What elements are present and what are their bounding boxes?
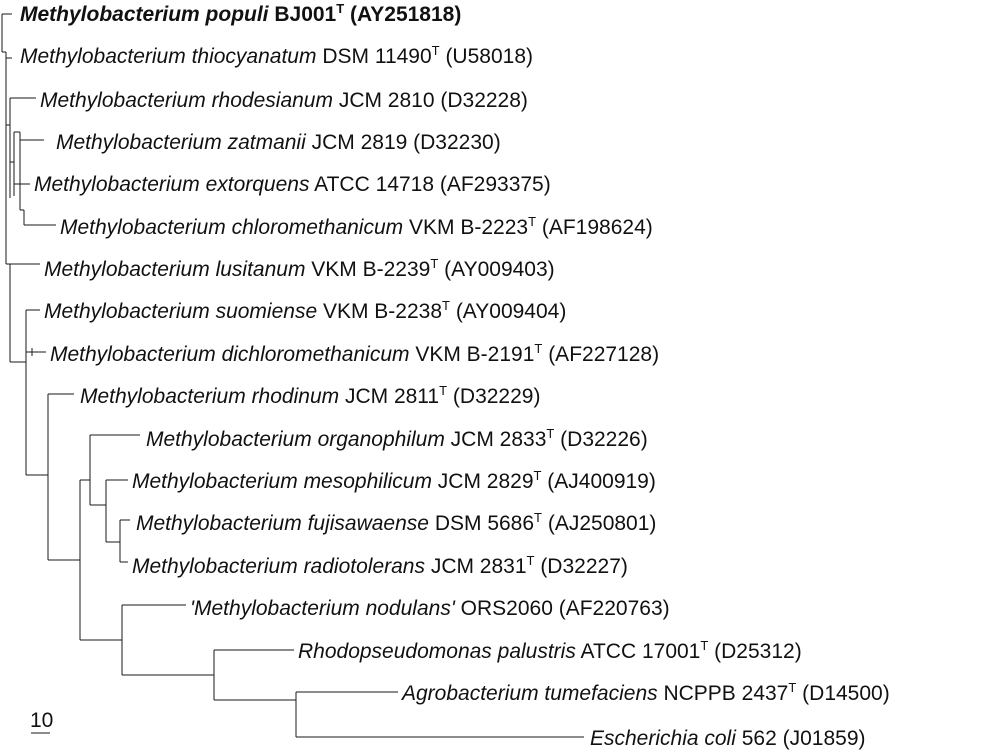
- taxon-label-m-rhodinum: Methylobacterium rhodinum JCM 2811T (D32…: [80, 383, 540, 408]
- taxon-label-m-extorquens: Methylobacterium extorquens ATCC 14718 (…: [34, 173, 551, 196]
- taxon-label-m-fujisawaense: Methylobacterium fujisawaense DSM 5686T …: [136, 510, 656, 535]
- taxon-label-m-zatmanii: Methylobacterium zatmanii JCM 2819 (D322…: [56, 131, 501, 154]
- taxon-label-m-lusitanum: Methylobacterium lusitanum VKM B-2239T (…: [44, 256, 555, 281]
- taxon-label-m-suomiense: Methylobacterium suomiense VKM B-2238T (…: [44, 298, 566, 323]
- taxon-label-m-mesophilicum: Methylobacterium mesophilicum JCM 2829T …: [132, 468, 656, 493]
- taxon-label-a-tumefaciens: Agrobacterium tumefaciens NCPPB 2437T (D…: [400, 680, 890, 705]
- taxon-label-m-chloromethanicum: Methylobacterium chloromethanicum VKM B-…: [60, 214, 653, 239]
- taxon-labels: Methylobacterium populi BJ001T (AY251818…: [20, 1, 890, 750]
- taxon-label-m-radiotolerans: Methylobacterium radiotolerans JCM 2831T…: [132, 553, 628, 578]
- taxon-label-m-rhodesianum: Methylobacterium rhodesianum JCM 2810 (D…: [40, 89, 528, 112]
- taxon-label-m-dichloromethanicum: Methylobacterium dichloromethanicum VKM …: [50, 341, 659, 366]
- taxon-label-m-populi: Methylobacterium populi BJ001T (AY251818…: [20, 1, 461, 26]
- scale-bar-label: 10: [30, 709, 53, 732]
- taxon-label-e-coli: Escherichia coli 562 (J01859): [590, 727, 866, 750]
- taxon-label-m-organophilum: Methylobacterium organophilum JCM 2833T …: [146, 426, 648, 451]
- scale-bar: 10: [30, 709, 53, 734]
- tree-branches: [1, 13, 584, 738]
- taxon-label-r-palustris: Rhodopseudomonas palustris ATCC 17001T (…: [298, 638, 802, 663]
- taxon-label-m-thiocyanatum: Methylobacterium thiocyanatum DSM 11490T…: [20, 43, 533, 68]
- taxon-label-m-nodulans: 'Methylobacterium nodulans' ORS2060 (AF2…: [190, 597, 670, 620]
